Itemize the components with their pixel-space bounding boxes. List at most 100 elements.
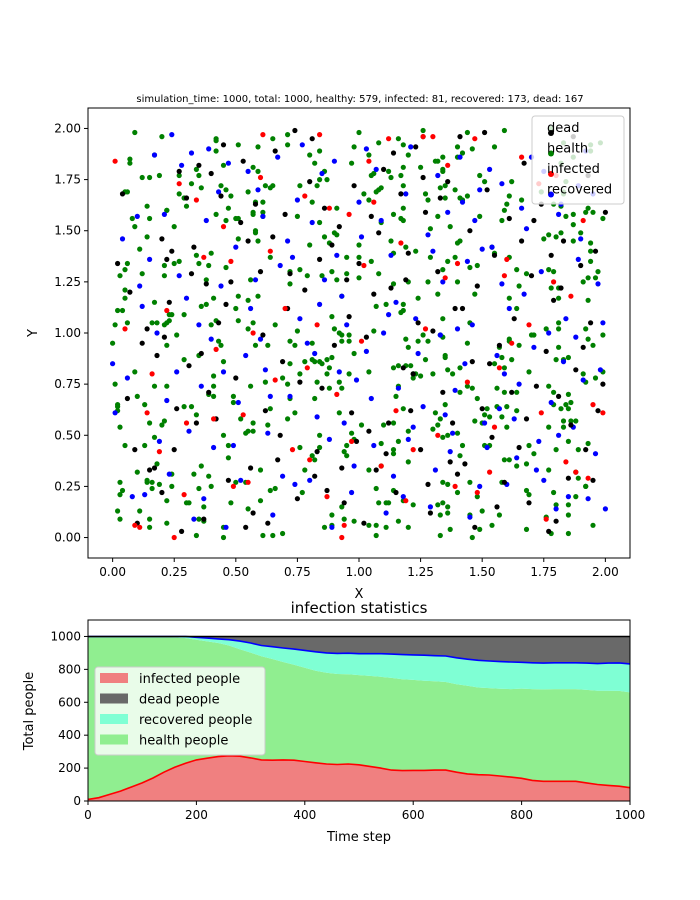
scatter-point-recovered bbox=[243, 352, 249, 359]
scatter-point-health bbox=[383, 524, 389, 530]
scatter-point-health bbox=[383, 301, 389, 307]
scatter-point-infected bbox=[474, 489, 480, 496]
area-y-ticks: 0 200 400 600 800 1000 bbox=[50, 629, 88, 808]
scatter-point-health bbox=[317, 444, 323, 451]
scatter-point-health bbox=[580, 371, 586, 377]
scatter-legend-label-infected: infected bbox=[547, 162, 600, 177]
scatter-title: simulation_time: 1000, total: 1000, heal… bbox=[136, 94, 583, 105]
scatter-point-health bbox=[164, 342, 170, 348]
scatter-point-health bbox=[164, 383, 170, 389]
scatter-point-recovered bbox=[312, 350, 318, 357]
scatter-point-health bbox=[585, 440, 591, 447]
scatter-point-infected bbox=[201, 254, 207, 260]
scatter-point-health bbox=[563, 213, 569, 219]
scatter-point-recovered bbox=[511, 416, 517, 422]
scatter-point-recovered bbox=[248, 305, 254, 312]
scatter-point-recovered bbox=[134, 213, 140, 219]
scatter-point-health bbox=[329, 269, 335, 275]
scatter-point-health bbox=[551, 389, 557, 395]
scatter-point-health bbox=[267, 185, 273, 191]
scatter-point-health bbox=[117, 516, 123, 522]
scatter-point-health bbox=[124, 320, 130, 326]
scatter-point-recovered bbox=[479, 246, 485, 252]
scatter-point-health bbox=[442, 195, 448, 201]
scatter-point-health bbox=[211, 383, 217, 389]
scatter-point-health bbox=[514, 463, 520, 469]
scatter-point-recovered bbox=[430, 248, 436, 254]
scatter-point-health bbox=[317, 219, 323, 226]
area-x-tick-label: 1000 bbox=[615, 808, 646, 822]
scatter-point-infected bbox=[358, 338, 365, 344]
scatter-point-health bbox=[425, 197, 431, 203]
scatter-point-infected bbox=[240, 412, 246, 418]
scatter-point-recovered bbox=[427, 504, 433, 510]
scatter-x-ticks: 0.00 0.25 0.50 0.75 1.00 1.25 1.50 1.75 2.00 bbox=[99, 558, 619, 579]
scatter-point-recovered bbox=[174, 369, 180, 375]
scatter-point-health bbox=[531, 451, 537, 457]
scatter-point-health bbox=[514, 389, 520, 395]
scatter-point-infected bbox=[442, 275, 448, 281]
scatter-point-dead bbox=[208, 170, 214, 177]
scatter-point-health bbox=[144, 477, 150, 483]
scatter-point-health bbox=[309, 340, 315, 346]
scatter-point-dead bbox=[336, 224, 342, 230]
scatter-point-health bbox=[211, 295, 217, 301]
scatter-point-health bbox=[469, 146, 475, 152]
scatter-point-recovered bbox=[381, 330, 387, 336]
scatter-point-recovered bbox=[297, 316, 303, 322]
scatter-point-infected bbox=[122, 326, 128, 332]
scatter-x-tick-label: 2.00 bbox=[592, 565, 619, 579]
scatter-point-health bbox=[326, 365, 332, 371]
scatter-point-infected bbox=[526, 322, 532, 328]
scatter-point-health bbox=[314, 183, 320, 189]
scatter-point-health bbox=[267, 487, 273, 494]
area-legend-box bbox=[94, 666, 266, 756]
scatter-point-health bbox=[171, 260, 177, 267]
scatter-point-health bbox=[344, 453, 350, 459]
scatter-point-dead bbox=[193, 420, 199, 426]
scatter-point-health bbox=[405, 428, 411, 434]
scatter-point-recovered bbox=[597, 367, 604, 373]
scatter-point-recovered bbox=[289, 254, 296, 260]
scatter-point-infected bbox=[366, 158, 372, 164]
scatter-point-health bbox=[548, 285, 554, 291]
scatter-point-health bbox=[563, 402, 569, 408]
scatter-point-health bbox=[435, 422, 441, 428]
scatter-point-health bbox=[440, 316, 446, 322]
scatter-point-infected bbox=[334, 391, 340, 397]
area-x-tick-label: 800 bbox=[510, 808, 533, 822]
scatter-point-dead bbox=[307, 179, 313, 185]
scatter-point-dead bbox=[363, 334, 369, 340]
scatter-point-infected bbox=[272, 377, 278, 383]
scatter-point-recovered bbox=[482, 420, 488, 426]
scatter-point-health bbox=[442, 402, 448, 408]
scatter-point-dead bbox=[568, 422, 574, 428]
scatter-point-health bbox=[309, 357, 315, 363]
scatter-point-health bbox=[457, 365, 463, 371]
scatter-point-health bbox=[154, 320, 160, 326]
scatter-point-health bbox=[285, 132, 291, 138]
scatter-point-infected bbox=[171, 534, 177, 541]
scatter-point-health bbox=[484, 406, 490, 412]
scatter-point-health bbox=[265, 342, 271, 348]
scatter-point-health bbox=[509, 179, 515, 185]
scatter-point-health bbox=[238, 416, 244, 422]
scatter-point-recovered bbox=[112, 410, 118, 416]
scatter-point-health bbox=[356, 242, 362, 248]
scatter-point-health bbox=[166, 318, 172, 324]
scatter-point-health bbox=[218, 183, 224, 189]
scatter-point-recovered bbox=[275, 154, 281, 160]
scatter-point-health bbox=[459, 150, 466, 156]
scatter-point-recovered bbox=[285, 238, 291, 244]
scatter-point-infected bbox=[445, 162, 451, 168]
scatter-point-recovered bbox=[565, 494, 572, 500]
scatter-point-recovered bbox=[454, 326, 461, 332]
scatter-point-recovered bbox=[457, 154, 463, 160]
scatter-point-dead bbox=[418, 447, 424, 453]
scatter-point-infected bbox=[250, 330, 256, 336]
scatter-point-dead bbox=[179, 528, 185, 535]
scatter-point-health bbox=[506, 457, 512, 463]
scatter-point-health bbox=[373, 522, 379, 528]
scatter-point-health bbox=[225, 455, 231, 461]
scatter-point-dead bbox=[474, 283, 480, 289]
